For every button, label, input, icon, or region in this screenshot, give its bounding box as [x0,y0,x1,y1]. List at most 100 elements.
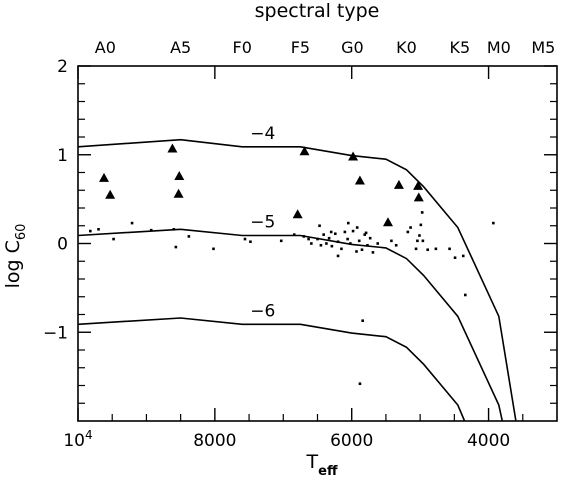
square-point [343,230,347,234]
triangle-point [292,209,303,219]
spectral-type-label: M0 [487,38,511,57]
square-point [279,239,283,243]
curve-label: −4 [250,124,275,144]
square-point [355,226,359,229]
spectral-type-label: F0 [233,38,252,57]
curve-label: −6 [250,301,275,321]
square-point [336,240,340,244]
square-point [329,230,333,234]
square-point [453,256,457,259]
square-point [316,237,319,241]
square-point [419,223,423,227]
triangle-point [299,146,310,156]
x-axis: 104 8000 6000 4000 [63,66,524,451]
x-tick-label: 4000 [467,431,510,451]
square-point [448,247,451,251]
x-tick-label: 8000 [193,431,236,451]
square-point [333,232,337,236]
square-point [112,237,115,241]
square-point [434,247,438,251]
square-point [492,221,495,225]
square-point [414,247,418,251]
triangle-point [174,171,185,181]
x-tick-label: 6000 [330,431,373,451]
square-point [340,247,343,251]
triangle-point [413,180,424,190]
y-axis-title: log C60 [2,224,29,289]
square-point [394,243,398,247]
triangle-point [354,175,365,185]
data-points [89,143,495,386]
square-point [409,226,412,229]
triangle-point [413,192,424,202]
spectral-type-label: A0 [95,38,116,57]
spectral-type-label: M5 [531,38,555,57]
square-point [346,237,349,241]
top-axis-spectral-type: A0 A5 F0 F5 G0 K0 K5 M0 M5 [95,38,555,57]
triangle-point [173,188,184,198]
square-point [187,235,191,238]
square-point [212,247,215,251]
square-point [360,248,364,252]
x-axis-title: Teff [306,451,338,479]
square-point [358,382,362,386]
square-point [292,233,296,236]
square-point [302,235,306,238]
square-point [351,229,355,233]
triangle-point [382,217,393,227]
square-point [371,251,375,254]
spectral-type-label: K5 [449,38,470,57]
square-point [172,228,176,231]
square-point [149,228,153,232]
spectral-type-label: K0 [396,38,417,57]
square-point [464,293,467,297]
square-point [406,230,410,234]
model-curves: −4 −5 −6 [77,124,517,422]
square-point [364,231,368,235]
model-curve [77,138,517,422]
triangle-point [167,143,178,153]
square-point [420,211,424,214]
square-point [418,234,421,237]
triangle-point [348,151,359,161]
square-point [426,248,429,252]
x-tick-label: 104 [63,428,92,451]
square-point [361,319,364,323]
square-point [307,237,310,241]
curve-label: −5 [250,213,275,233]
model-curve [77,228,504,422]
square-point [368,236,372,240]
spectral-type-label: A5 [170,38,191,57]
y-tick-label: 2 [57,57,68,77]
y-tick-label: 0 [57,235,68,255]
square-point [357,239,361,243]
square-point [390,239,393,243]
spectral-type-label: F5 [291,38,310,57]
square-point [174,245,178,249]
square-point [461,254,465,258]
triangle-point [99,172,110,182]
y-tick-label: 1 [57,146,68,166]
square-point [89,229,92,233]
square-point [243,237,247,241]
square-point [318,224,321,228]
square-point [376,242,380,245]
square-point [249,240,252,244]
triangle-point [105,189,116,199]
y-axis: 2 1 0 −1 [43,57,557,404]
chart-title: spectral type [255,0,380,22]
square-point [336,254,340,258]
square-point [325,242,328,245]
square-point [416,239,419,243]
model-curve [77,317,466,422]
square-point [322,233,325,236]
square-point [363,233,367,236]
square-point [319,243,323,247]
square-point [97,228,100,231]
square-point [346,221,350,225]
square-point [130,221,134,225]
square-point [366,243,369,247]
spectral-type-label: G0 [341,38,364,57]
square-point [349,242,352,245]
